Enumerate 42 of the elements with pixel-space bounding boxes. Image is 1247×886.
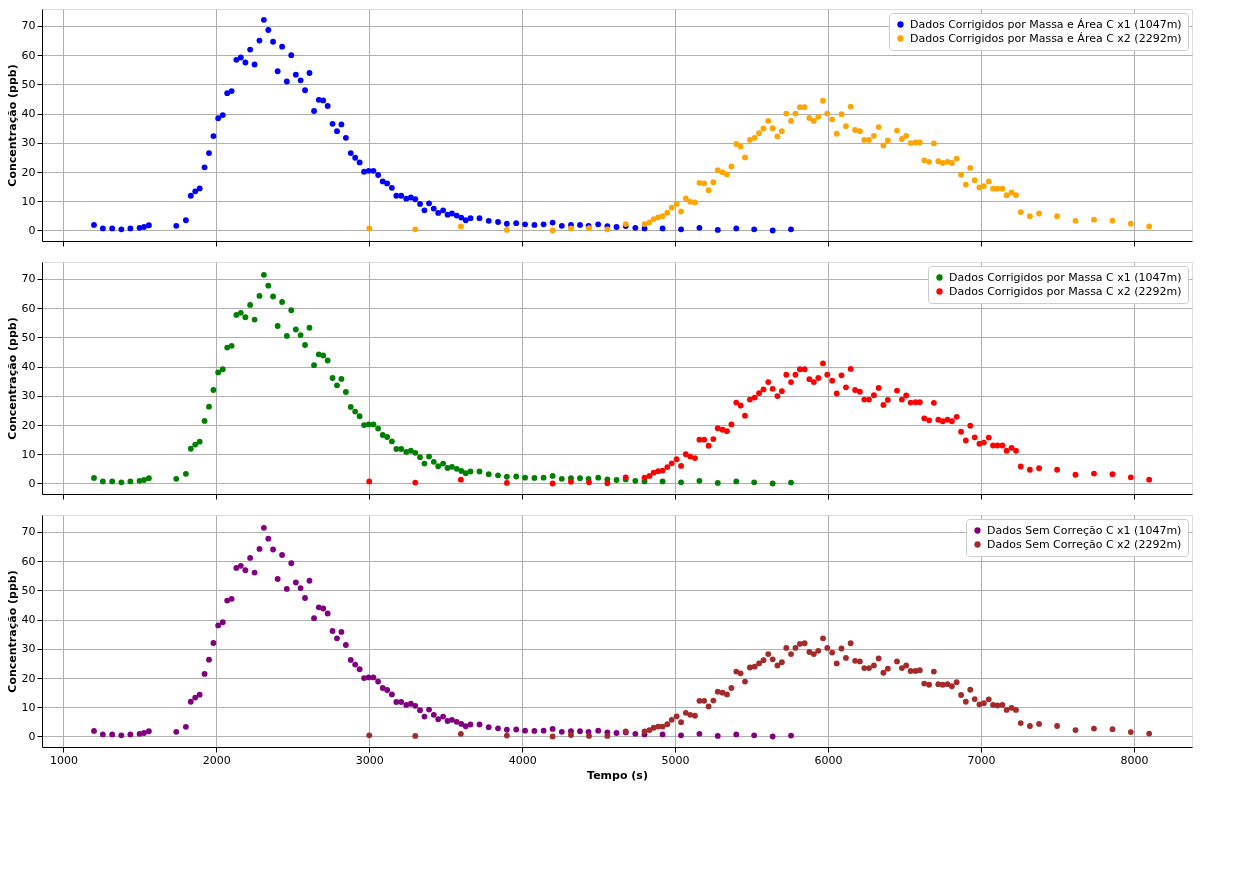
legend-label: Dados Corrigidos por Massa e Área C x2 (2292m) [910,31,1182,45]
y-tick-label: 40 [21,360,36,374]
y-tick-label: 0 [28,223,36,237]
y-tick-label: 70 [21,272,36,286]
legend-label: Dados Corrigidos por Massa C x2 (2292m) [949,284,1182,298]
x-tick-label: 5000 [661,753,690,767]
x-tick-label: 4000 [508,753,537,767]
y-tick-label: 60 [21,301,36,315]
legend-label: Dados Corrigidos por Massa e Área C x1 (1047m) [910,17,1182,31]
y-tick-label: 70 [21,19,36,33]
y-tick-label: 50 [21,583,36,597]
y-tick-label: 30 [21,136,36,150]
legend-label: Dados Corrigidos por Massa C x1 (1047m) [949,270,1182,284]
x-tick-label: 2000 [202,753,231,767]
y-tick-label: 40 [21,107,36,121]
y-tick-label: 10 [21,194,36,208]
y-tick-label: 0 [28,729,36,743]
x-tick-label: 6000 [814,753,843,767]
y-tick-label: 30 [21,389,36,403]
y-tick-label: 20 [21,165,36,179]
y-tick-label: 20 [21,671,36,685]
x-tick-label: 7000 [967,753,996,767]
y-axis-title: Concentração (ppb) [5,570,19,693]
y-tick-label: 40 [21,613,36,627]
y-tick-label: 30 [21,642,36,656]
x-tick-label: 1000 [49,753,78,767]
y-tick-label: 10 [21,700,36,714]
y-tick-label: 50 [21,77,36,91]
y-tick-label: 60 [21,48,36,62]
x-axis-title: Tempo (s) [587,768,648,782]
y-axis-title: Concentração (ppb) [5,317,19,440]
y-tick-label: 20 [21,418,36,432]
y-tick-label: 10 [21,447,36,461]
legend-label: Dados Sem Correção C x1 (1047m) [987,523,1182,537]
y-tick-label: 60 [21,554,36,568]
y-axis-title: Concentração (ppb) [5,64,19,187]
x-tick-label: 8000 [1120,753,1149,767]
legend-label: Dados Sem Correção C x2 (2292m) [987,537,1182,551]
y-tick-label: 70 [21,525,36,539]
y-tick-label: 50 [21,330,36,344]
y-tick-label: 0 [28,476,36,490]
x-tick-label: 3000 [355,753,384,767]
